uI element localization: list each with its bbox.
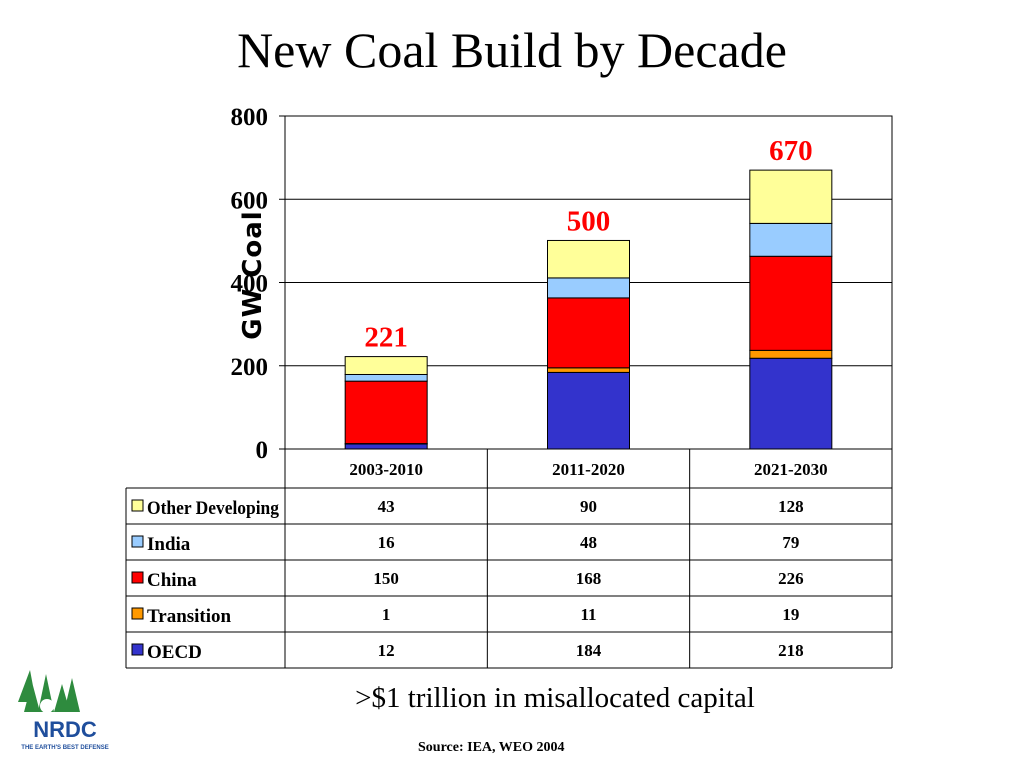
table-cell: 79 (782, 533, 799, 552)
category-label: 2021-2030 (754, 460, 828, 479)
table-cell: 12 (378, 641, 395, 660)
logo-wordmark: NRDC (33, 717, 97, 742)
series-name: India (147, 534, 191, 555)
y-tick-label: 0 (256, 437, 269, 464)
legend-swatch (131, 535, 144, 548)
bar-segment (749, 255, 833, 351)
table-cell: 128 (778, 497, 804, 516)
series-name: Transition (147, 606, 232, 627)
data-table: 2003-2010 2011-2020 2021-2030 Other Develop… (125, 449, 893, 669)
series-name: China (147, 570, 197, 591)
source-note: Source: IEA, WEO 2004 (418, 740, 565, 755)
tagline: >$1 trillion in misallocated capital (355, 682, 755, 714)
bar-segment (344, 380, 428, 445)
table-cell: 19 (782, 605, 799, 624)
table-cell: 226 (778, 569, 804, 588)
series-name: Other Developing (147, 498, 279, 519)
table-cell: 43 (378, 497, 395, 516)
total-label: 500 (567, 205, 611, 237)
bar-segment (547, 277, 630, 299)
legend-swatch (131, 499, 144, 512)
legend-swatch (131, 607, 144, 620)
bar-segment (547, 239, 630, 279)
y-tick-label: 200 (231, 354, 269, 381)
y-tick-label: 400 (231, 271, 269, 298)
total-label: 670 (769, 135, 813, 167)
series-name: OECD (147, 642, 202, 663)
bar-segment (749, 169, 833, 224)
category-label: 2003-2010 (349, 460, 423, 479)
y-ticks: 0 200 400 600 800 (231, 104, 285, 464)
bar-segment (749, 357, 833, 450)
bar-segment (344, 443, 428, 450)
table-cell: 1 (382, 605, 391, 624)
table-cell: 184 (576, 641, 602, 660)
table-cell: 218 (778, 641, 804, 660)
table-cell: 150 (373, 569, 399, 588)
logo-slogan: THE EARTH'S BEST DEFENSE (21, 745, 108, 751)
table-cell: 16 (378, 533, 395, 552)
bar-segment (749, 222, 833, 257)
bar-segment (749, 349, 833, 359)
legend-swatch (131, 571, 144, 584)
bar-segment (344, 356, 428, 375)
bars (344, 169, 833, 450)
legend-swatch (131, 643, 144, 656)
y-tick-label: 600 (231, 187, 269, 214)
bar-segment (344, 373, 428, 382)
bar-segment (547, 367, 630, 373)
table-cell: 11 (580, 605, 596, 624)
table-cell: 90 (580, 497, 597, 516)
total-labels: 221 500 670 (364, 135, 812, 353)
table-cell: 48 (580, 533, 597, 552)
y-tick-label: 800 (231, 104, 269, 131)
category-label: 2011-2020 (552, 460, 625, 479)
table-cell: 168 (576, 569, 602, 588)
total-label: 221 (364, 322, 408, 354)
page-title: New Coal Build by Decade (237, 22, 787, 78)
bar-segment (547, 297, 630, 369)
bar-segment (547, 371, 630, 450)
nrdc-logo: NRDC THE EARTH'S BEST DEFENSE (18, 670, 109, 751)
